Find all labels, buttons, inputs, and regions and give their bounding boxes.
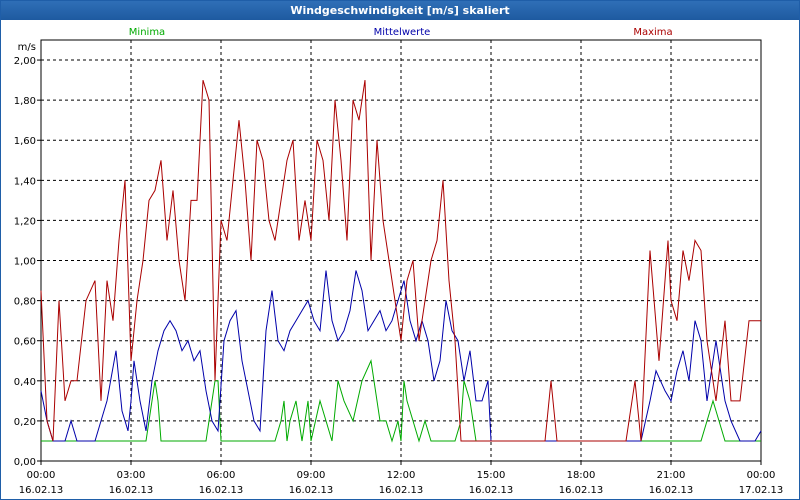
x-tick-date: 16.02.13 bbox=[199, 485, 244, 496]
y-tick-label: 0,60 bbox=[14, 337, 36, 348]
wind-speed-chart: 0,00 0,20 0,40 0,60 0,80 1,00 1,20 1,40 1,60 1,80… bbox=[14, 27, 784, 496]
y-tick-label: 1,20 bbox=[14, 216, 36, 227]
x-tick-time: 03:00 bbox=[117, 470, 146, 481]
y-axis-label: m/s bbox=[18, 42, 36, 53]
x-tick-date: 17.02.13 bbox=[739, 485, 784, 496]
x-tick-date: 16.02.13 bbox=[379, 485, 424, 496]
window-title: Windgeschwindigkeit [m/s] skaliert bbox=[1, 1, 799, 20]
legend: Minima Mittelwerte Maxima bbox=[129, 27, 673, 38]
grid bbox=[41, 40, 761, 461]
y-tick-label: 1,40 bbox=[14, 176, 36, 187]
x-tick-time: 15:00 bbox=[477, 470, 506, 481]
series-line-minima bbox=[41, 359, 761, 443]
x-tick-date: 16.02.13 bbox=[289, 485, 334, 496]
y-tick-label: 0,40 bbox=[14, 377, 36, 388]
x-tick-time: 18:00 bbox=[567, 470, 596, 481]
y-tick-label: 1,80 bbox=[14, 96, 36, 107]
y-tick-label: 1,60 bbox=[14, 136, 36, 147]
x-tick-date: 16.02.13 bbox=[469, 485, 514, 496]
y-tick-label: 0,00 bbox=[14, 457, 36, 468]
x-tick-date: 16.02.13 bbox=[649, 485, 694, 496]
x-tick-time: 00:00 bbox=[747, 470, 776, 481]
legend-maxima: Maxima bbox=[633, 27, 672, 38]
y-tick-label: 0,80 bbox=[14, 297, 36, 308]
axes: 0,00 0,20 0,40 0,60 0,80 1,00 1,20 1,40 1,60 1,80… bbox=[14, 42, 784, 496]
x-tick-time: 21:00 bbox=[657, 470, 686, 481]
series-lines bbox=[40, 79, 762, 443]
x-tick-date: 16.02.13 bbox=[19, 485, 64, 496]
y-tick-label: 1,00 bbox=[14, 257, 36, 268]
series-line-maxima bbox=[40, 79, 761, 442]
series-line-mittelwerte bbox=[40, 270, 762, 442]
legend-mittelwerte: Mittelwerte bbox=[374, 27, 431, 38]
x-tick-date: 16.02.13 bbox=[559, 485, 604, 496]
x-tick-time: 09:00 bbox=[297, 470, 326, 481]
legend-minima: Minima bbox=[129, 27, 165, 38]
x-tick-time: 06:00 bbox=[207, 470, 236, 481]
x-tick-time: 00:00 bbox=[27, 470, 56, 481]
x-tick-time: 12:00 bbox=[387, 470, 416, 481]
y-tick-label: 0,20 bbox=[14, 417, 36, 428]
y-tick-label: 2,00 bbox=[14, 56, 36, 67]
x-tick-date: 16.02.13 bbox=[109, 485, 154, 496]
